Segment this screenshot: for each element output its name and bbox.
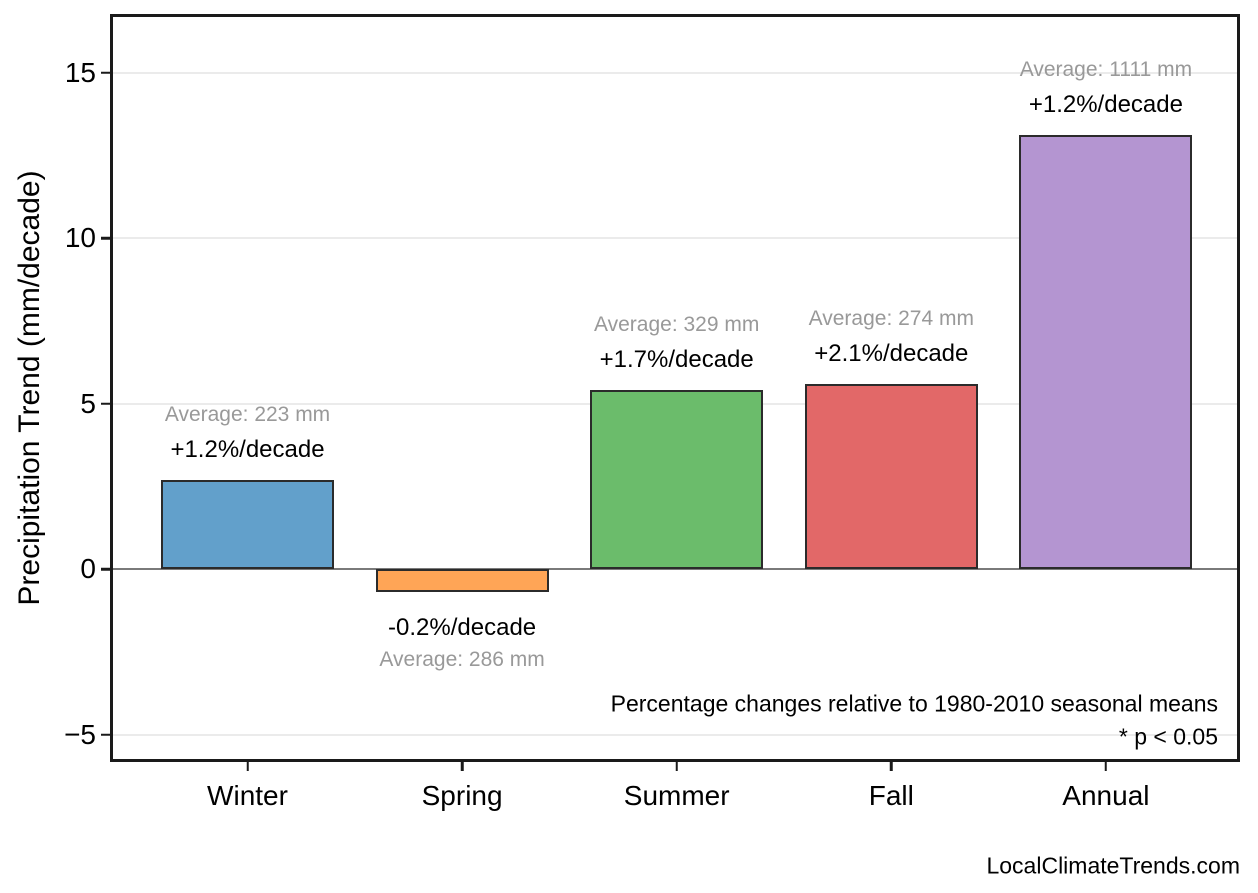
- watermark-text: LocalClimateTrends.com: [986, 852, 1240, 879]
- xtick-mark-winter: [246, 762, 249, 771]
- bar-winter: [161, 479, 334, 569]
- gridline-y--5: [110, 733, 1240, 736]
- ytick-mark-15: [101, 71, 110, 74]
- bar-fall: [804, 383, 978, 569]
- xtick-label-summer: Summer: [623, 780, 730, 811]
- zero-line: [110, 568, 1240, 570]
- xtick-mark-spring: [460, 762, 464, 771]
- bar-spring: [375, 569, 549, 593]
- ytick-mark-0: [101, 567, 110, 571]
- ytick-label-15: 15: [64, 56, 96, 88]
- ytick-label-10: 10: [64, 222, 96, 253]
- annotation-significance: * p < 0.05: [1118, 723, 1218, 750]
- ytick-mark-5: [101, 402, 110, 405]
- average-label-summer: Average: 329 mm: [594, 313, 760, 337]
- average-label-annual: Average: 1111 mm: [1019, 58, 1193, 82]
- ytick-mark-10: [101, 236, 110, 240]
- xtick-mark-annual: [1104, 762, 1108, 771]
- xtick-mark-summer: [675, 762, 678, 771]
- average-label-winter: Average: 223 mm: [164, 402, 331, 426]
- xtick-label-fall: Fall: [868, 780, 914, 811]
- trend-label-spring: -0.2%/decade: [388, 614, 537, 642]
- bar-summer: [590, 390, 764, 569]
- trend-label-winter: +1.2%/decade: [170, 435, 325, 463]
- bar-annual: [1019, 135, 1193, 569]
- xtick-mark-fall: [890, 762, 893, 771]
- annotation-note: Percentage changes relative to 1980-2010…: [610, 690, 1218, 717]
- gridline-y-10: [110, 237, 1240, 239]
- xtick-label-winter: Winter: [207, 780, 288, 811]
- trend-label-annual: +1.2%/decade: [1028, 91, 1183, 119]
- ytick-label--5: −5: [64, 718, 96, 750]
- gridline-y-15: [110, 71, 1240, 74]
- plot-area: +1.2%/decade Average: 223 mm -0.2%/decade A…: [110, 14, 1240, 762]
- xtick-label-spring: Spring: [421, 780, 503, 811]
- trend-label-summer: +1.7%/decade: [599, 346, 754, 374]
- ytick-mark--5: [101, 733, 110, 736]
- ytick-label-0: 0: [80, 553, 96, 584]
- trend-label-fall: +2.1%/decade: [814, 339, 969, 367]
- xtick-label-annual: Annual: [1062, 780, 1150, 811]
- average-label-spring: Average: 286 mm: [379, 648, 545, 672]
- ytick-label-5: 5: [80, 387, 96, 419]
- average-label-fall: Average: 274 mm: [808, 306, 974, 330]
